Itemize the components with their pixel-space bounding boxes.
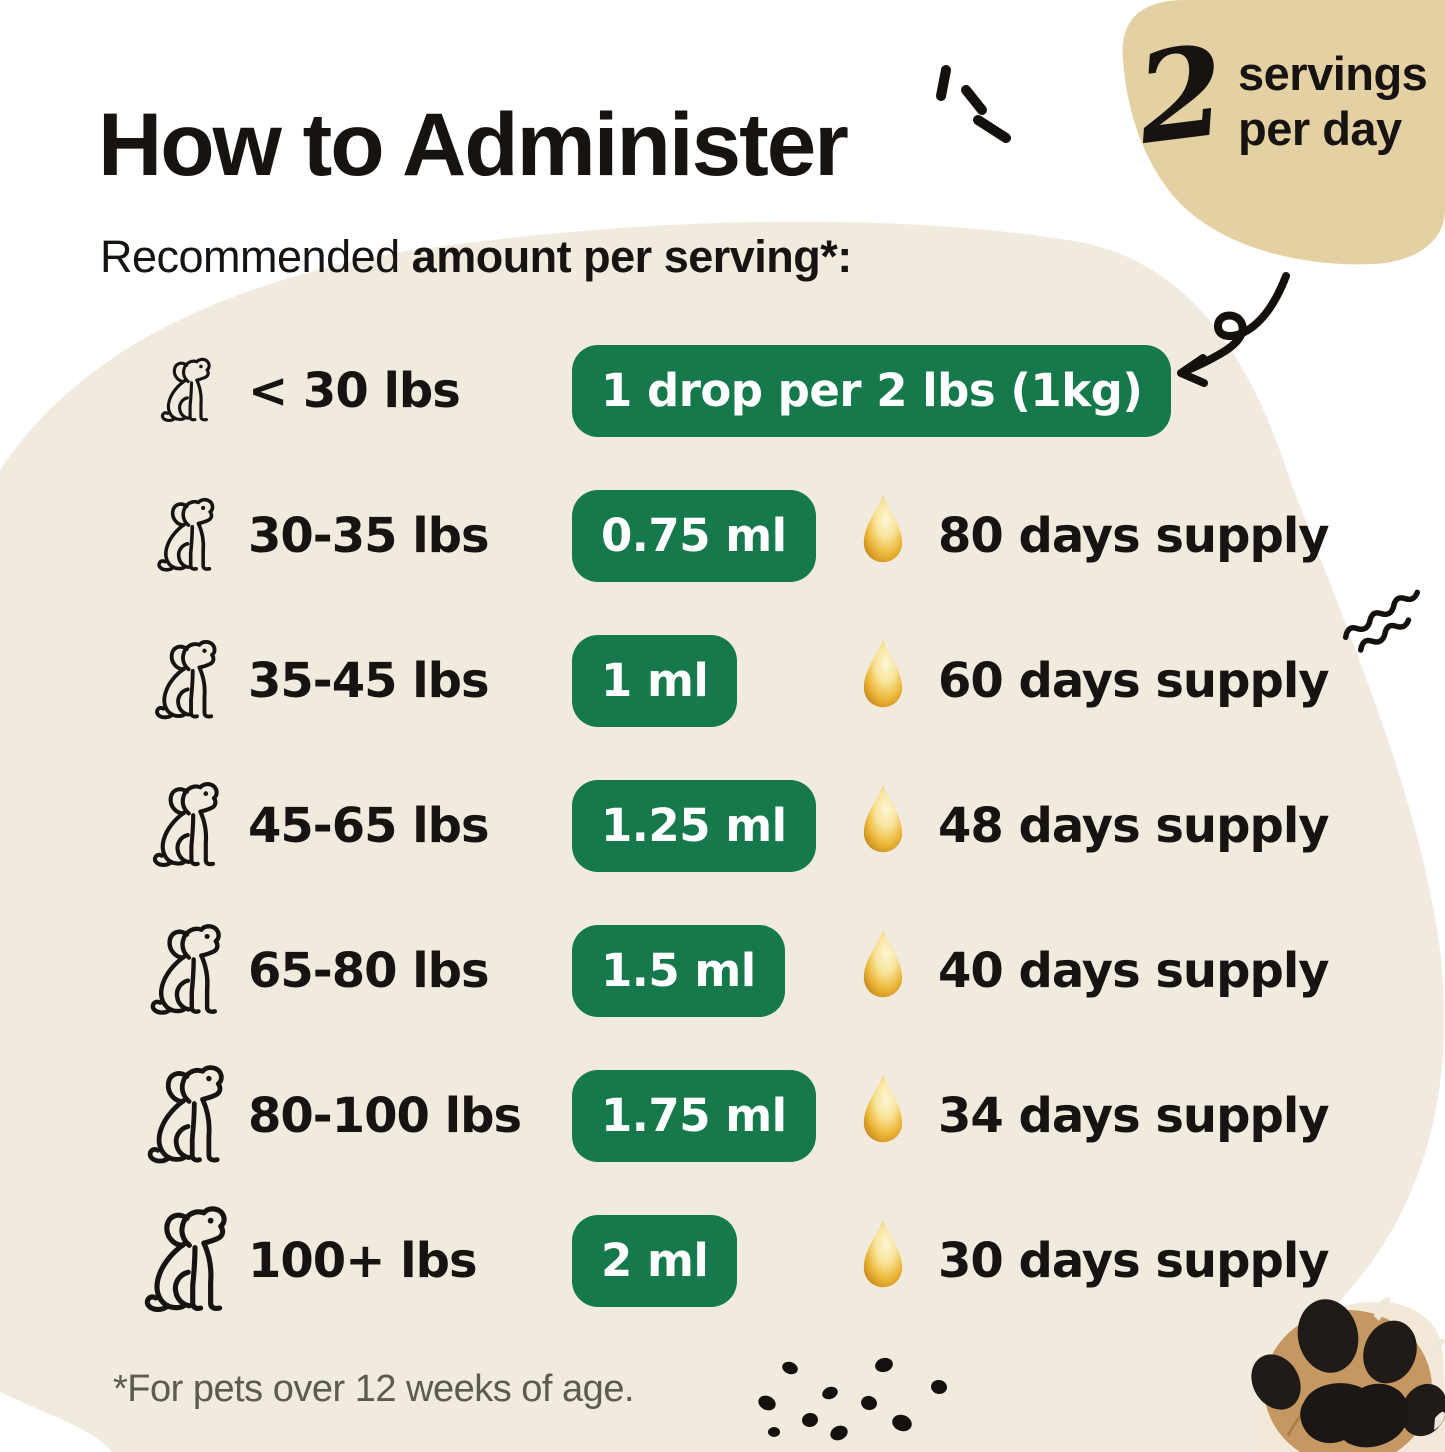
days-supply-label: 30 days supply [938, 1232, 1330, 1289]
dog-icon [130, 1043, 242, 1188]
dog-icon [130, 1188, 242, 1333]
dosage-row: < 30 lbs 1 drop per 2 lbs (1kg) [130, 318, 1410, 463]
dosage-row: 45-65 lbs 1.25 ml 48 days supply [130, 753, 1410, 898]
oil-drop-icon [860, 781, 906, 865]
weight-label: 100+ lbs [248, 1232, 478, 1289]
dose-pill: 2 ml [572, 1214, 738, 1307]
oil-drop-icon [860, 1216, 906, 1300]
servings-count: 2 [1129, 18, 1233, 173]
weight-label: 80-100 lbs [248, 1087, 522, 1144]
oil-drop-icon [860, 926, 906, 1010]
dosage-row: 30-35 lbs 0.75 ml 80 days supply [130, 463, 1410, 608]
dose-pill: 1 ml [572, 634, 738, 727]
emphasis-strokes-icon [936, 65, 1011, 143]
dosage-row: 65-80 lbs 1.5 ml 40 days supply [130, 898, 1410, 1043]
dog-icon [130, 463, 242, 608]
tan-badge-blob [1122, 0, 1445, 265]
dosage-row: 100+ lbs 2 ml 30 days supply [130, 1188, 1410, 1333]
days-supply-label: 80 days supply [938, 507, 1330, 564]
days-supply-label: 60 days supply [938, 652, 1330, 709]
hand-drawn-arrow-icon [1177, 272, 1290, 387]
dose-pill: 1.75 ml [572, 1069, 816, 1162]
days-supply-label: 48 days supply [938, 797, 1330, 854]
dose-pill: 1 drop per 2 lbs (1kg) [572, 344, 1172, 437]
dog-icon [130, 898, 242, 1043]
subtitle-regular: Recommended [100, 231, 412, 282]
days-supply-label: 40 days supply [938, 942, 1330, 999]
squiggle-lines-icon [1342, 589, 1420, 653]
dosage-row: 35-45 lbs 1 ml 60 days supply [130, 608, 1410, 753]
weight-label: 35-45 lbs [248, 652, 490, 709]
weight-label: < 30 lbs [248, 362, 461, 419]
dog-icon [130, 753, 242, 898]
oil-drop-icon [860, 491, 906, 575]
dog-icon [130, 318, 242, 463]
dosage-row: 80-100 lbs 1.75 ml 34 days supply [130, 1043, 1410, 1188]
oil-drop-icon [860, 1071, 906, 1155]
dose-pill: 0.75 ml [572, 489, 816, 582]
page-title: How to Administer [98, 94, 849, 194]
dog-paw-photo [1251, 1296, 1445, 1452]
dog-icon [130, 608, 242, 753]
weight-label: 65-80 lbs [248, 942, 490, 999]
days-supply-label: 34 days supply [938, 1087, 1330, 1144]
weight-label: 30-35 lbs [248, 507, 490, 564]
scattered-dots-decoration [758, 1357, 947, 1441]
servings-label: servings per day [1238, 46, 1428, 156]
oil-drop-icon [860, 636, 906, 720]
page-subtitle: Recommended amount per serving*: [100, 231, 852, 283]
servings-label-line1: servings [1238, 47, 1428, 100]
weight-label: 45-65 lbs [248, 797, 490, 854]
subtitle-bold: amount per serving*: [411, 231, 853, 282]
dose-pill: 1.5 ml [572, 924, 785, 1017]
footnote: *For pets over 12 weeks of age. [113, 1368, 635, 1410]
dose-pill: 1.25 ml [572, 779, 816, 872]
servings-label-line2: per day [1238, 102, 1402, 155]
